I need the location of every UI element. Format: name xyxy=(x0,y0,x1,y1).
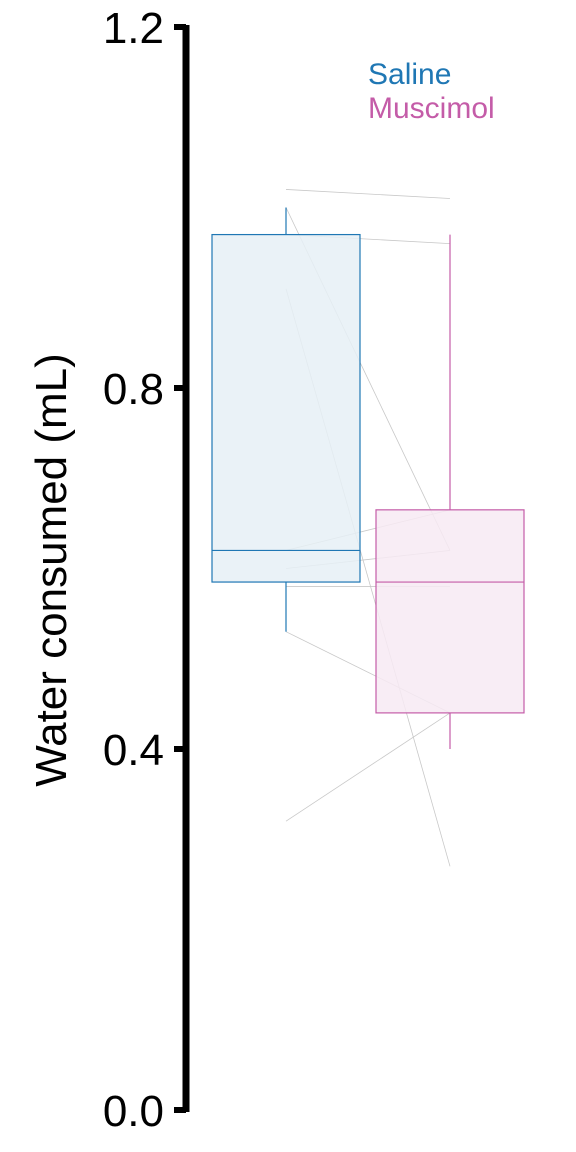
paired-line-1 xyxy=(285,189,451,199)
box-saline xyxy=(211,207,361,632)
legend-entry-saline: Saline xyxy=(368,58,451,91)
y-tick-label-1: 0.4 xyxy=(103,726,164,775)
y-tick-label-0: 0.0 xyxy=(103,1087,164,1136)
box-muscimol xyxy=(375,234,525,749)
y-axis: 0.0 0.4 0.8 1.2 xyxy=(103,4,190,1136)
y-axis-title: Water consumed (mL) xyxy=(27,353,76,787)
y-tick-label-2: 0.8 xyxy=(103,365,164,414)
legend-entry-muscimol: Muscimol xyxy=(368,92,495,125)
box-body-muscimol xyxy=(375,509,525,714)
boxes xyxy=(211,207,525,749)
y-tick-label-3: 1.2 xyxy=(103,4,164,53)
paired-line-9 xyxy=(285,712,451,822)
box-body-saline xyxy=(211,233,361,583)
